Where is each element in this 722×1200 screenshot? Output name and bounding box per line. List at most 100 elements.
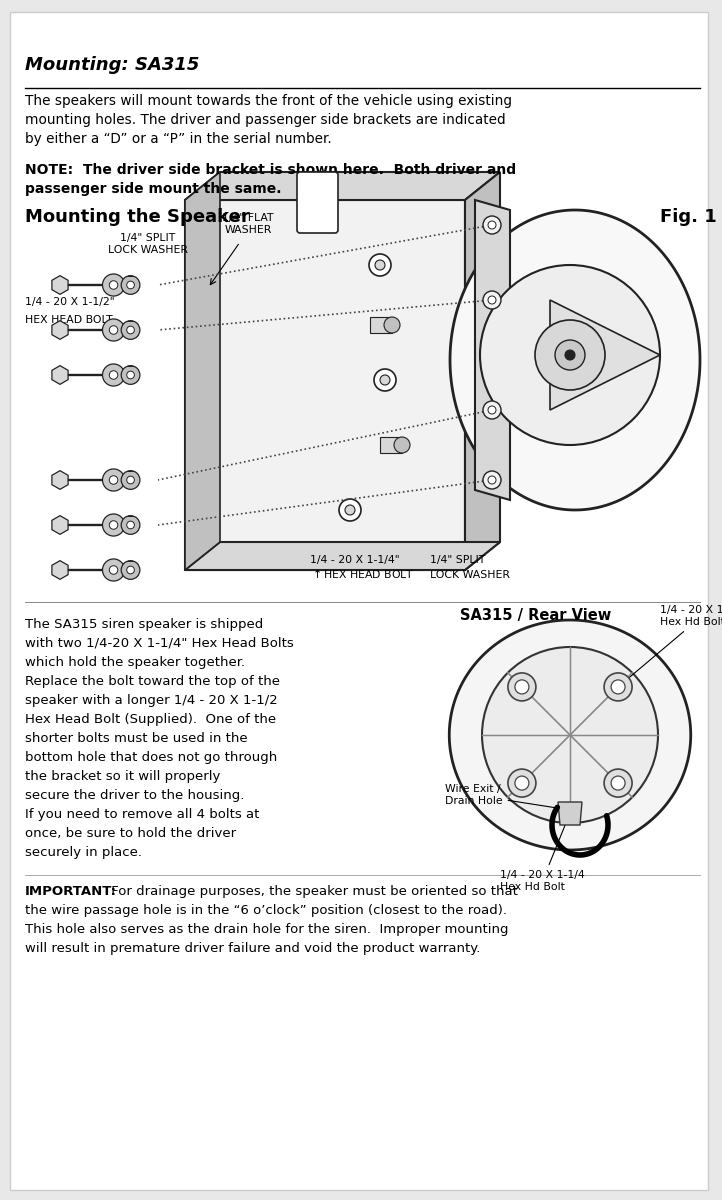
FancyBboxPatch shape: [10, 12, 708, 1190]
Text: which hold the speaker together.: which hold the speaker together.: [25, 656, 245, 670]
Text: Hex Head Bolt (Supplied).  One of the: Hex Head Bolt (Supplied). One of the: [25, 713, 276, 726]
Text: securely in place.: securely in place.: [25, 846, 142, 859]
Circle shape: [515, 680, 529, 694]
Circle shape: [483, 290, 501, 308]
Circle shape: [109, 325, 118, 335]
Circle shape: [488, 221, 496, 229]
Text: with two 1/4-20 X 1-1/4" Hex Head Bolts: with two 1/4-20 X 1-1/4" Hex Head Bolts: [25, 637, 294, 650]
Circle shape: [345, 505, 355, 515]
Circle shape: [611, 680, 625, 694]
Polygon shape: [380, 437, 402, 452]
Polygon shape: [52, 470, 68, 490]
Circle shape: [103, 514, 125, 536]
Text: 1/4" FLAT
WASHER: 1/4" FLAT WASHER: [222, 212, 274, 235]
Polygon shape: [185, 542, 500, 570]
Circle shape: [109, 475, 118, 485]
Circle shape: [374, 370, 396, 391]
Text: Mounting the Speaker: Mounting the Speaker: [25, 208, 250, 226]
Polygon shape: [52, 560, 68, 580]
Circle shape: [515, 776, 529, 790]
Circle shape: [480, 265, 660, 445]
Text: mounting holes. The driver and passenger side brackets are indicated: mounting holes. The driver and passenger…: [25, 113, 505, 127]
Text: secure the driver to the housing.: secure the driver to the housing.: [25, 790, 244, 802]
Polygon shape: [370, 317, 392, 332]
Text: passenger side mount the same.: passenger side mount the same.: [25, 182, 282, 196]
Circle shape: [508, 769, 536, 797]
Circle shape: [535, 320, 605, 390]
Circle shape: [103, 274, 125, 296]
Text: NOTE:  The driver side bracket is shown here.  Both driver and: NOTE: The driver side bracket is shown h…: [25, 163, 516, 176]
Circle shape: [375, 260, 385, 270]
Circle shape: [488, 476, 496, 484]
Circle shape: [121, 470, 140, 490]
Polygon shape: [185, 172, 220, 570]
Polygon shape: [475, 200, 510, 500]
Text: the wire passage hole is in the “6 o’clock” position (closest to the road).: the wire passage hole is in the “6 o’clo…: [25, 904, 507, 917]
Polygon shape: [450, 210, 700, 510]
Text: For drainage purposes, the speaker must be oriented so that: For drainage purposes, the speaker must …: [107, 886, 518, 898]
Circle shape: [339, 499, 361, 521]
Polygon shape: [449, 620, 691, 850]
Circle shape: [555, 340, 585, 370]
Polygon shape: [52, 320, 68, 340]
Circle shape: [121, 560, 140, 580]
Text: Replace the bolt toward the top of the: Replace the bolt toward the top of the: [25, 674, 280, 688]
Circle shape: [488, 406, 496, 414]
Circle shape: [127, 326, 134, 334]
Circle shape: [103, 364, 125, 386]
Circle shape: [380, 374, 390, 385]
Text: HEX HEAD BOLT: HEX HEAD BOLT: [25, 314, 113, 325]
Text: The SA315 siren speaker is shipped: The SA315 siren speaker is shipped: [25, 618, 264, 631]
Circle shape: [121, 320, 140, 340]
Circle shape: [121, 276, 140, 294]
Text: The speakers will mount towards the front of the vehicle using existing: The speakers will mount towards the fron…: [25, 94, 512, 108]
Circle shape: [127, 281, 134, 289]
Circle shape: [482, 647, 658, 823]
Text: will result in premature driver failure and void the product warranty.: will result in premature driver failure …: [25, 942, 480, 955]
Polygon shape: [558, 802, 582, 826]
Text: 1/4 - 20 X 1-1/2": 1/4 - 20 X 1-1/2": [25, 296, 115, 307]
Circle shape: [109, 281, 118, 289]
Text: 1/4 - 20 X 1-1/4": 1/4 - 20 X 1-1/4": [310, 554, 399, 565]
Circle shape: [127, 476, 134, 484]
Text: 1/4 - 20 X 1-1/2
Hex Hd Bolt: 1/4 - 20 X 1-1/2 Hex Hd Bolt: [621, 605, 722, 684]
Text: $\uparrow$HEX HEAD BOLT: $\uparrow$HEX HEAD BOLT: [310, 566, 414, 580]
Text: 1/4" SPLIT
LOCK WASHER: 1/4" SPLIT LOCK WASHER: [108, 233, 188, 254]
Text: shorter bolts must be used in the: shorter bolts must be used in the: [25, 732, 248, 745]
Text: the bracket so it will properly: the bracket so it will properly: [25, 770, 220, 782]
Circle shape: [127, 371, 134, 379]
Circle shape: [121, 366, 140, 384]
Circle shape: [103, 469, 125, 491]
Polygon shape: [185, 200, 465, 570]
Text: If you need to remove all 4 bolts at: If you need to remove all 4 bolts at: [25, 808, 259, 821]
Polygon shape: [52, 366, 68, 384]
Text: LOCK WASHER: LOCK WASHER: [430, 570, 510, 580]
Circle shape: [121, 516, 140, 534]
Polygon shape: [185, 172, 500, 200]
Circle shape: [508, 673, 536, 701]
Circle shape: [483, 470, 501, 490]
Text: This hole also serves as the drain hole for the siren.  Improper mounting: This hole also serves as the drain hole …: [25, 923, 508, 936]
Text: bottom hole that does not go through: bottom hole that does not go through: [25, 751, 277, 764]
Circle shape: [394, 437, 410, 452]
Polygon shape: [52, 276, 68, 294]
Circle shape: [127, 521, 134, 529]
Circle shape: [565, 350, 575, 360]
Text: once, be sure to hold the driver: once, be sure to hold the driver: [25, 827, 236, 840]
Circle shape: [611, 776, 625, 790]
Circle shape: [604, 673, 632, 701]
Circle shape: [384, 317, 400, 332]
Text: by either a “D” or a “P” in the serial number.: by either a “D” or a “P” in the serial n…: [25, 132, 331, 146]
Text: Wire Exit /
Drain Hole: Wire Exit / Drain Hole: [445, 784, 566, 811]
Text: 1/4" SPLIT: 1/4" SPLIT: [430, 554, 485, 565]
Circle shape: [109, 371, 118, 379]
Circle shape: [488, 296, 496, 304]
Circle shape: [109, 565, 118, 575]
Text: Mounting: SA315: Mounting: SA315: [25, 56, 199, 74]
Text: Fig. 1: Fig. 1: [660, 208, 717, 226]
Text: SA315 / Rear View: SA315 / Rear View: [460, 608, 612, 623]
Circle shape: [369, 254, 391, 276]
Polygon shape: [465, 172, 500, 570]
Text: 1/4 - 20 X 1-1/4
Hex Hd Bolt: 1/4 - 20 X 1-1/4 Hex Hd Bolt: [500, 817, 585, 893]
Circle shape: [103, 319, 125, 341]
